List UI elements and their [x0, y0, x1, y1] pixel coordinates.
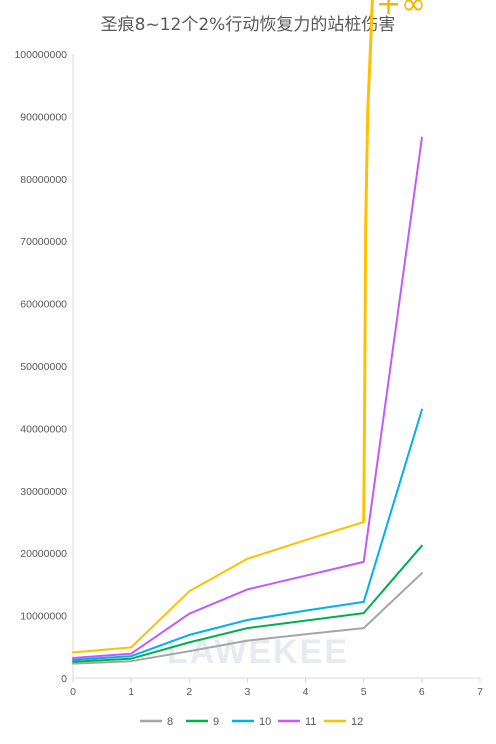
series-line-10	[72, 408, 423, 661]
y-axis: 0 10000000 20000000 30000000 40000000 5000000…	[14, 49, 74, 685]
chart-title: 圣痕8~12个2%行动恢复力的站桩伤害	[101, 15, 396, 35]
y-tick-label: 90000000	[20, 111, 67, 123]
x-tick-label: 4	[303, 686, 309, 698]
legend-item-11: 11	[278, 716, 316, 728]
legend-label: 11	[305, 716, 316, 728]
series-line-8	[72, 572, 423, 665]
legend-label: 10	[259, 716, 271, 728]
y-tick-label: 30000000	[20, 486, 67, 498]
x-tick-label: 0	[70, 686, 76, 698]
x-tick-label: 1	[128, 686, 134, 698]
y-tick-label: 100000000	[14, 49, 67, 61]
x-tick-label: 3	[245, 686, 251, 698]
legend-item-10: 10	[232, 716, 271, 728]
series-line-9	[72, 544, 423, 663]
series-line-12-to-infinity	[362, 0, 374, 523]
x-tick-label: 6	[419, 686, 425, 698]
y-tick-label: 60000000	[20, 299, 67, 311]
legend-label: 8	[167, 716, 173, 728]
x-tick-label: 2	[186, 686, 192, 698]
y-tick-label: 40000000	[20, 423, 67, 435]
legend-label: 9	[213, 716, 219, 728]
legend-label: 12	[351, 716, 363, 728]
infinity-label: +∞	[376, 0, 426, 22]
series-line-12	[72, 521, 365, 654]
y-tick-label: 0	[61, 673, 67, 685]
x-tick-label: 5	[361, 686, 367, 698]
y-tick-label: 80000000	[20, 174, 67, 186]
y-tick-label: 20000000	[20, 548, 67, 560]
y-tick-label: 50000000	[20, 361, 67, 373]
series-line-11	[72, 136, 423, 659]
plot-lines	[72, 136, 423, 665]
y-tick-label: 70000000	[20, 236, 67, 248]
x-axis: 0 1 2 3 4 5 6 7	[70, 677, 483, 698]
legend-item-9: 9	[186, 716, 219, 728]
infinity-annotation: +∞	[362, 0, 426, 523]
legend-item-8: 8	[140, 716, 173, 728]
y-tick-label: 10000000	[20, 611, 67, 623]
legend-item-12: 12	[324, 716, 363, 728]
legend: 8 9 10 11 12	[140, 716, 363, 728]
x-tick-label: 7	[477, 686, 483, 698]
